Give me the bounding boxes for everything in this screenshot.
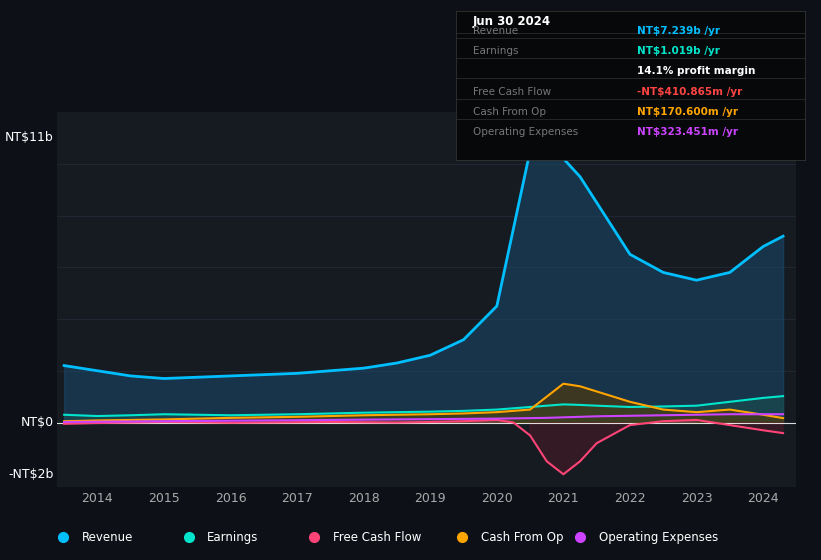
Text: Earnings: Earnings (473, 46, 519, 56)
Text: NT$0: NT$0 (21, 416, 54, 429)
Text: Revenue: Revenue (82, 530, 133, 544)
Text: -NT$410.865m /yr: -NT$410.865m /yr (637, 87, 742, 97)
Text: Jun 30 2024: Jun 30 2024 (473, 15, 551, 28)
Text: Revenue: Revenue (473, 26, 518, 36)
Text: NT$7.239b /yr: NT$7.239b /yr (637, 26, 720, 36)
Text: Earnings: Earnings (208, 530, 259, 544)
Text: Operating Expenses: Operating Expenses (473, 127, 578, 137)
Text: NT$323.451m /yr: NT$323.451m /yr (637, 127, 738, 137)
Text: Cash From Op: Cash From Op (473, 107, 546, 117)
Text: 14.1% profit margin: 14.1% profit margin (637, 67, 755, 76)
Text: Cash From Op: Cash From Op (481, 530, 563, 544)
Text: NT$1.019b /yr: NT$1.019b /yr (637, 46, 720, 56)
Text: Free Cash Flow: Free Cash Flow (333, 530, 421, 544)
Text: Operating Expenses: Operating Expenses (599, 530, 718, 544)
Text: -NT$2b: -NT$2b (8, 468, 54, 481)
Text: NT$11b: NT$11b (5, 132, 54, 144)
Text: Free Cash Flow: Free Cash Flow (473, 87, 551, 97)
Text: NT$170.600m /yr: NT$170.600m /yr (637, 107, 738, 117)
